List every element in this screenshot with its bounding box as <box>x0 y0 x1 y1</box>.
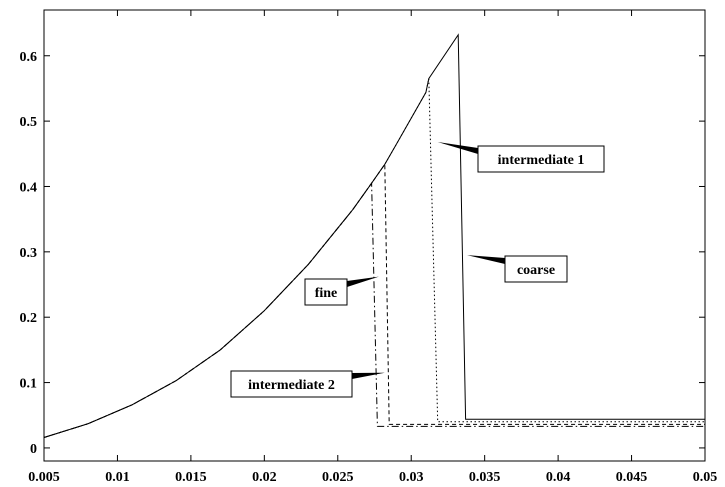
callout-pointer <box>347 276 379 287</box>
curves <box>43 33 705 438</box>
annotation-label: coarse <box>517 263 555 278</box>
x-tick-label: 0.02 <box>252 470 277 485</box>
axis-ticks: 0.005 0.01 0.015 0.02 0.025 0.03 0.035 0.04 0.04… <box>20 10 718 485</box>
annotation-box <box>477 145 605 173</box>
x-tick-label: 0.035 <box>469 470 501 485</box>
y-tick-label: 0 <box>30 442 37 457</box>
annotation-label: intermediate 1 <box>498 153 585 168</box>
x-tick-label: 0.005 <box>28 470 60 485</box>
annotation-box <box>304 278 348 306</box>
annotations: intermediate 1 coarse fine intermediate 2 <box>230 142 605 398</box>
x-tick-label: 0.01 <box>105 470 130 485</box>
callout-pointer <box>437 142 478 154</box>
y-tick-label: 0.3 <box>20 246 38 261</box>
x-tick-label: 0.03 <box>399 470 424 485</box>
callout-pointer <box>352 372 385 379</box>
x-tick-label: 0.015 <box>175 470 207 485</box>
y-tick-label: 0.6 <box>20 50 38 65</box>
y-tick-label: 0.2 <box>20 311 38 326</box>
series-fine <box>43 181 705 438</box>
y-tick-label: 0.5 <box>20 115 38 130</box>
annotation-label: intermediate 2 <box>248 378 335 393</box>
plot-frame <box>43 9 706 462</box>
y-tick-label: 0.1 <box>20 377 38 392</box>
series-coarse <box>43 33 705 438</box>
x-tick-label: 0.025 <box>322 470 354 485</box>
x-tick-label: 0.05 <box>693 470 718 485</box>
annotation-box <box>504 255 568 283</box>
callout-pointer <box>467 255 505 264</box>
annotation-box <box>230 370 353 398</box>
series-intermediate-1 <box>43 78 705 438</box>
annotation-label: fine <box>315 286 338 301</box>
x-tick-label: 0.045 <box>616 470 648 485</box>
y-tick-label: 0.4 <box>20 180 38 195</box>
series-intermediate-2 <box>43 162 705 438</box>
x-tick-label: 0.04 <box>546 470 571 485</box>
